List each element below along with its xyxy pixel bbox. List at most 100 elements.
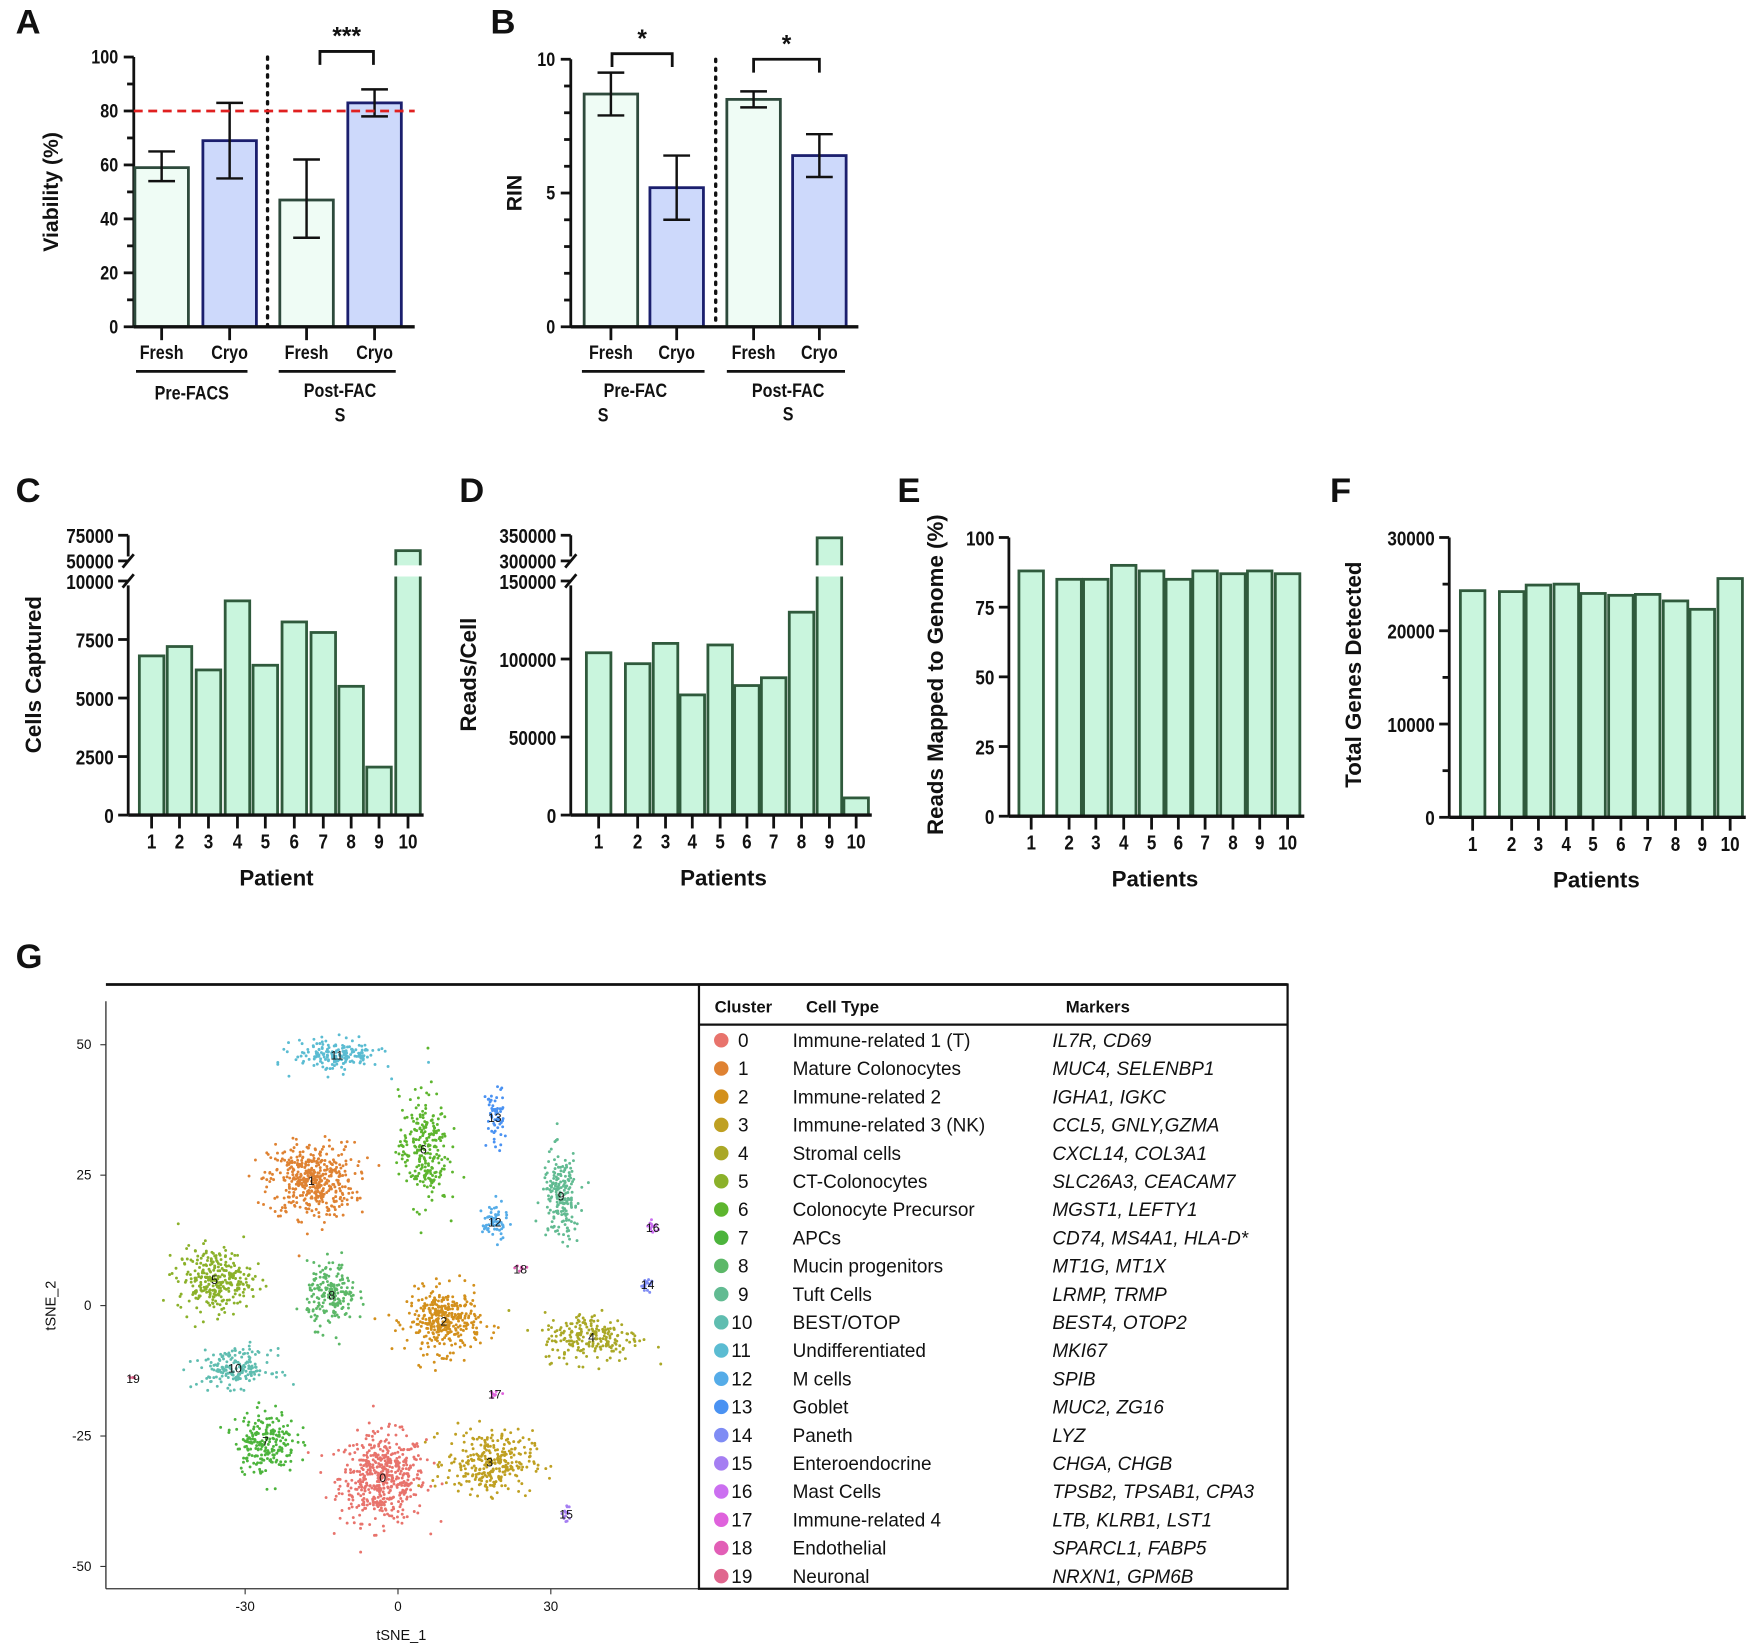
cluster-label: 6 <box>420 1143 427 1157</box>
data-point <box>234 1277 238 1280</box>
data-point <box>321 1301 325 1305</box>
data-point <box>562 1351 566 1355</box>
data-point <box>566 1197 570 1201</box>
y-tick-label: 5000 <box>76 688 114 711</box>
data-point <box>331 1261 335 1265</box>
data-point <box>417 1103 420 1107</box>
data-point <box>621 1346 625 1350</box>
data-point <box>377 1480 381 1484</box>
data-point <box>562 1219 565 1223</box>
cluster-label: 18 <box>513 1263 527 1277</box>
data-point <box>289 1459 293 1463</box>
data-point <box>620 1323 624 1327</box>
data-point <box>432 1124 436 1128</box>
data-point <box>220 1280 224 1284</box>
data-point <box>447 1279 451 1283</box>
data-point <box>440 1112 444 1116</box>
data-point <box>187 1243 191 1247</box>
data-point <box>246 1448 250 1452</box>
data-point <box>625 1338 629 1342</box>
x-tick-label: 10 <box>1278 831 1297 854</box>
data-point <box>379 1494 383 1498</box>
data-point <box>244 1369 248 1373</box>
bar-patient-4 <box>223 599 252 817</box>
data-point <box>254 1454 258 1458</box>
data-point <box>303 1179 307 1183</box>
data-point <box>186 1270 190 1274</box>
data-point <box>312 1045 315 1049</box>
data-point <box>297 1038 301 1042</box>
data-point <box>455 1317 459 1320</box>
data-point <box>569 1166 573 1170</box>
data-point <box>373 1485 377 1489</box>
data-point <box>571 1180 575 1183</box>
data-point <box>350 1047 353 1051</box>
cell-type: Enteroendocrine <box>793 1454 932 1475</box>
x-tick-label: 0 <box>394 1599 401 1614</box>
data-point <box>239 1387 243 1391</box>
y-tick-label: 100 <box>91 46 118 68</box>
data-point <box>421 1134 425 1138</box>
data-point <box>391 1505 395 1509</box>
data-point <box>559 1333 563 1337</box>
data-point <box>638 1339 642 1343</box>
data-point <box>503 1458 507 1462</box>
data-point <box>444 1481 448 1485</box>
cluster-number: 7 <box>738 1228 749 1249</box>
data-point <box>416 1317 420 1321</box>
data-point <box>315 1296 319 1300</box>
data-point <box>255 1444 259 1448</box>
data-point <box>297 1182 301 1186</box>
cell-type: Paneth <box>793 1426 853 1447</box>
data-point <box>238 1351 242 1355</box>
data-point <box>509 1222 512 1226</box>
data-point <box>617 1359 621 1363</box>
cluster-14-points <box>640 1278 654 1294</box>
y-axis-label: Reads/Cell <box>456 618 481 732</box>
data-point <box>358 1478 362 1482</box>
data-point <box>606 1327 610 1331</box>
data-point <box>415 1129 419 1133</box>
cluster-label: 19 <box>126 1372 140 1386</box>
data-point <box>363 1489 367 1493</box>
data-point <box>398 1140 402 1144</box>
data-point <box>248 1347 252 1351</box>
data-point <box>430 1325 434 1328</box>
data-point <box>585 1331 589 1335</box>
data-point <box>498 1228 501 1232</box>
data-point <box>421 1109 425 1113</box>
data-point <box>331 1197 335 1200</box>
bar-patient-7 <box>1191 569 1219 818</box>
data-point <box>366 1499 370 1503</box>
data-point <box>493 1123 497 1127</box>
data-point <box>434 1277 438 1281</box>
data-point <box>556 1155 560 1159</box>
data-point <box>475 1437 479 1441</box>
data-point <box>431 1174 434 1177</box>
table-row: 4 Stromal cells CXCL14, COL3A1 <box>714 1144 1207 1165</box>
bar-patient-1 <box>1017 569 1045 818</box>
data-point <box>206 1256 210 1259</box>
data-point <box>347 1506 351 1510</box>
data-point <box>361 1508 365 1512</box>
data-point <box>493 1458 496 1462</box>
data-point <box>282 1432 286 1436</box>
y-tick-label: 60 <box>100 154 118 176</box>
data-point <box>381 1524 385 1528</box>
data-point <box>507 1468 510 1472</box>
data-point <box>376 1495 380 1499</box>
data-point <box>386 1457 390 1461</box>
data-point <box>399 1502 403 1506</box>
data-point <box>432 1360 436 1364</box>
data-point <box>512 1440 516 1444</box>
data-point <box>281 1430 284 1434</box>
data-point <box>337 1342 341 1346</box>
data-point <box>257 1414 261 1418</box>
data-point <box>488 1478 492 1482</box>
data-point <box>332 1283 336 1287</box>
data-point <box>342 1296 346 1300</box>
markers: MGST1, LEFTY1 <box>1052 1200 1197 1221</box>
data-point <box>396 1450 400 1454</box>
data-point <box>490 1222 494 1226</box>
data-point <box>303 1197 307 1201</box>
